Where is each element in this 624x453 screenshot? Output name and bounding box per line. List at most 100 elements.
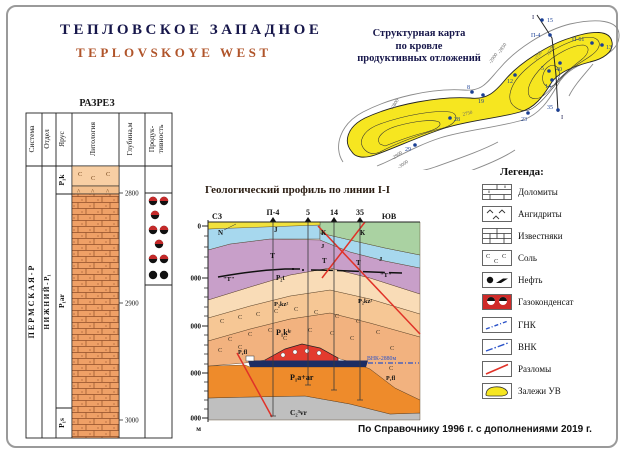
svg-text:2750: 2750 (462, 111, 473, 118)
t-reflector (217, 268, 403, 278)
hc-deposit-icon (482, 382, 512, 399)
field-title-russian: ТЕПЛОВСКОЕ ЗАПАДНОЕ (60, 22, 323, 38)
svg-text:5: 5 (306, 208, 310, 217)
legend-item-hc-deposits: Залежи УВ (482, 382, 618, 399)
svg-text:C: C (502, 253, 506, 260)
svg-text:C: C (238, 314, 242, 321)
map-well: 23 (521, 111, 530, 123)
vnk-line-icon (482, 338, 512, 355)
limestone-pattern (71, 193, 120, 439)
well-bores (270, 222, 363, 417)
stage-p1k: P₁k (57, 174, 66, 186)
gnk-line-icon (482, 316, 512, 333)
productivity-column (148, 196, 169, 280)
gas-condensate-symbols (148, 196, 169, 264)
svg-text:14: 14 (330, 208, 338, 217)
map-well: 8 (467, 85, 474, 94)
svg-text:П-4: П-4 (267, 208, 280, 217)
svg-text:-2850: -2850 (498, 42, 509, 55)
svg-text:C: C (78, 171, 82, 178)
svg-text:-1000: -1000 (190, 275, 201, 283)
fault-line (236, 352, 273, 418)
header-stage: Ярус (57, 130, 66, 146)
map-well: 15 (540, 18, 553, 24)
legend-item-anhydrite: Ангидриты (482, 206, 618, 223)
svg-text:J: J (321, 243, 325, 250)
svg-text:P₂kz²: P₂kz² (358, 298, 372, 305)
svg-text:J: J (379, 256, 383, 263)
section-mark-bottom: I (561, 114, 563, 121)
strat-column-title: РАЗРЕЗ (79, 98, 114, 109)
svg-text:J: J (274, 226, 278, 234)
svg-text:К: К (360, 229, 366, 237)
map-well: 19 (478, 93, 485, 105)
direction-se: ЮВ (382, 212, 397, 221)
svg-text:N: N (218, 229, 223, 237)
svg-text:C₂³vr: C₂³vr (290, 408, 308, 417)
map-well: 14 (545, 78, 554, 90)
fault-line (317, 225, 421, 335)
map-inner-contours (361, 37, 600, 154)
svg-text:"Т": "Т" (223, 276, 235, 283)
map-title: Структурная карта по кровле продуктивных… (357, 28, 481, 64)
svg-text:C: C (308, 327, 312, 334)
svg-text:19: 19 (478, 99, 484, 105)
svg-text:P₂kz²: P₂kz² (274, 301, 288, 308)
svg-text:29: 29 (405, 147, 411, 153)
dolomite-icon (482, 184, 512, 200)
svg-text:К: К (321, 229, 327, 237)
map-well: 13 (600, 43, 612, 51)
svg-text:^: ^ (91, 188, 95, 196)
svg-text:5: 5 (541, 66, 544, 72)
svg-text:-3000: -3000 (397, 160, 410, 170)
svg-text:C: C (390, 345, 394, 352)
header-productivity-2: тивность (156, 124, 165, 153)
svg-text:15: 15 (547, 18, 553, 24)
svg-text:C: C (294, 306, 298, 313)
stage-p1ar: P₁ar (57, 293, 66, 308)
map-well: 12 (507, 73, 517, 85)
svg-text:П-4: П-4 (531, 33, 540, 39)
svg-text:C: C (228, 336, 232, 343)
svg-text:-4000: -4000 (190, 415, 201, 423)
legend-item-salt: C C C Соль (482, 250, 618, 267)
structural-map: I I -2800 2750 -2900 -3000 -2850 -2900 2… (338, 14, 620, 170)
profile-wellheads: СЗ ЮВ П-4 5 14 35 (212, 208, 397, 222)
vnk-contact: ВНК-2880м (367, 356, 419, 364)
strat-headers: Система Отдел Ярус Литология Глубина,м П… (27, 121, 165, 156)
map-wells: 15 П-4 П-61 13 40 5 14 12 8 19 28 23 35 … (405, 18, 612, 153)
p1fl-symbol (245, 355, 255, 362)
header-depth: Глубина,м (125, 122, 134, 155)
header-series: Отдел (42, 129, 51, 149)
salt-icon: C C C (482, 250, 512, 267)
legend-item-gnk: ГНК (482, 316, 618, 333)
profile-title: Геологический профиль по линии I-I (205, 184, 390, 196)
wellhead-triangles (270, 217, 363, 222)
svg-text:P₂t: P₂t (276, 274, 285, 282)
limestone-icon (482, 228, 512, 245)
svg-text:C: C (106, 171, 110, 178)
svg-text:-3000: -3000 (190, 370, 201, 378)
svg-text:C: C (283, 335, 287, 342)
svg-text:C: C (220, 318, 224, 325)
svg-text:C: C (256, 311, 260, 318)
salt-pattern-glyphs: C C C (78, 171, 110, 182)
vnk-label: ВНК-2880м (367, 356, 396, 362)
svg-text:C: C (218, 347, 222, 354)
map-well: 5 (541, 66, 551, 73)
map-well: П-4 (531, 33, 552, 39)
svg-text:Т: Т (270, 251, 275, 260)
field-title-english: TEPLOVSKOYE WEST (76, 45, 272, 60)
section-line (536, 14, 559, 113)
svg-text:P₁a+ar: P₁a+ar (290, 373, 314, 382)
system-value: П Е Р М С К А Я - Р (27, 266, 36, 339)
svg-text:28: 28 (454, 117, 460, 123)
legend-item-oil: Нефть (482, 272, 618, 289)
svg-text:8: 8 (467, 85, 470, 91)
stratigraphic-column: РАЗРЕЗ Система Отдел Ярус Литология Глуб… (25, 98, 173, 439)
svg-text:C: C (314, 309, 318, 316)
header-productivity-1: Продук- (147, 125, 156, 152)
profile-layers (207, 221, 421, 421)
legend-item-limestone: Известняки (482, 228, 618, 245)
svg-text:P₁fl: P₁fl (386, 376, 395, 382)
